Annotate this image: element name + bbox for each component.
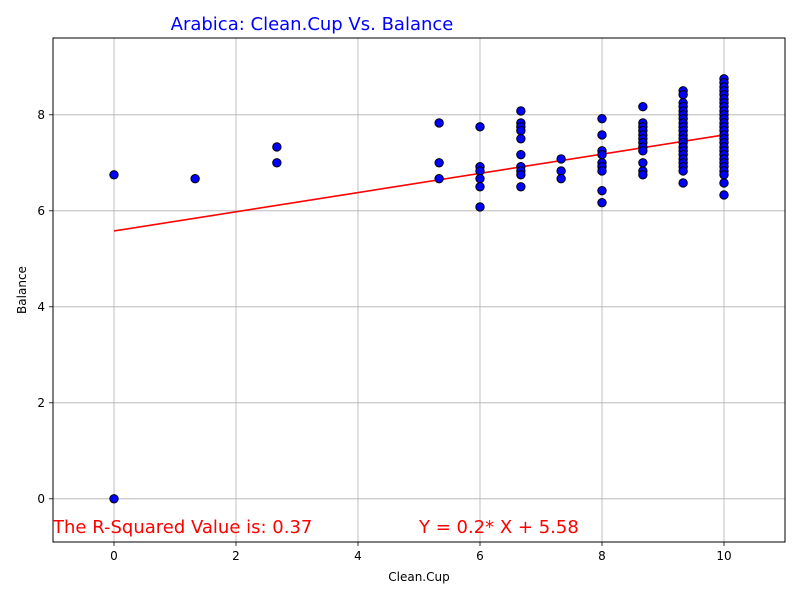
x-tick-label: 4: [354, 549, 362, 563]
x-tick-label: 0: [110, 549, 118, 563]
y-tick-label: 4: [37, 300, 45, 314]
y-tick-label: 8: [37, 108, 45, 122]
data-point: [434, 158, 444, 168]
x-axis-label: Clean.Cup: [388, 570, 449, 584]
data-point: [475, 202, 485, 212]
data-point: [719, 178, 729, 188]
data-point: [272, 142, 282, 152]
data-point: [434, 118, 444, 128]
x-tick-label: 10: [716, 549, 731, 563]
y-axis-label: Balance: [15, 266, 29, 314]
data-point: [475, 182, 485, 192]
data-point: [109, 494, 119, 504]
data-point: [638, 101, 648, 112]
x-axis-ticks: 0 2 4 6 8 10: [110, 542, 732, 563]
data-point: [597, 185, 607, 196]
chart-title: Arabica: Clean.Cup Vs. Balance: [171, 14, 454, 35]
x-tick-label: 2: [232, 549, 240, 563]
data-point: [638, 170, 648, 180]
data-point: [475, 122, 485, 132]
data-point: [678, 89, 688, 100]
data-point: [516, 134, 526, 144]
data-point: [475, 173, 485, 184]
data-point: [516, 106, 526, 116]
y-axis-ticks: 0 2 4 6 8: [37, 108, 53, 506]
data-point: [638, 146, 648, 156]
data-point: [434, 173, 444, 184]
data-point: [516, 170, 526, 180]
data-point: [597, 197, 607, 208]
x-tick-label: 6: [476, 549, 484, 563]
data-point: [597, 130, 607, 140]
grid-lines: [53, 38, 785, 542]
data-point: [597, 113, 607, 124]
data-point: [272, 158, 282, 168]
y-tick-label: 2: [37, 396, 45, 410]
y-tick-label: 6: [37, 204, 45, 218]
data-point: [516, 125, 526, 136]
regression-equation-annotation: Y = 0.2* X + 5.58: [418, 517, 579, 538]
regression-line: [113, 134, 725, 232]
data-point: [719, 170, 729, 180]
r-squared-annotation: The R-Squared Value is: 0.37: [52, 517, 312, 538]
data-point: [556, 166, 566, 176]
data-point: [678, 178, 688, 188]
y-tick-label: 0: [37, 492, 45, 506]
plot-frame: [52, 37, 786, 543]
data-point: [638, 158, 648, 168]
data-point: [109, 170, 119, 180]
data-points: [109, 74, 729, 504]
data-point: [597, 166, 607, 176]
data-point: [678, 166, 688, 176]
x-tick-label: 8: [598, 549, 606, 563]
data-point: [556, 154, 566, 164]
data-point: [516, 182, 526, 192]
data-point: [190, 173, 200, 184]
data-point: [597, 149, 607, 160]
regression-line-layer: [113, 134, 725, 232]
data-point: [475, 166, 485, 176]
data-point: [516, 149, 526, 160]
data-point: [556, 173, 566, 184]
data-point: [719, 190, 729, 200]
